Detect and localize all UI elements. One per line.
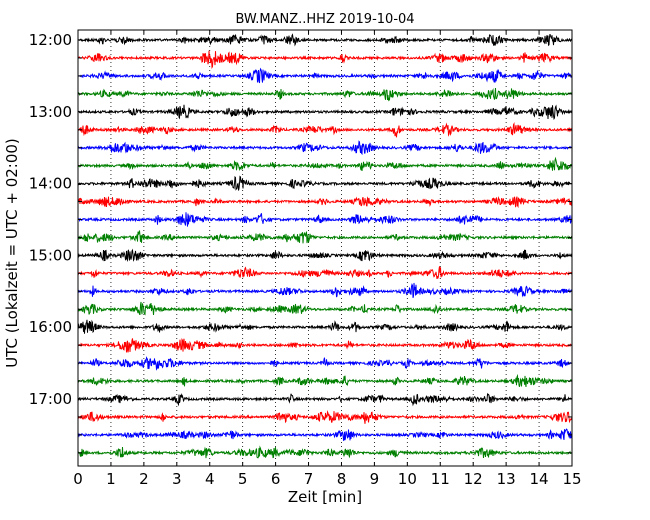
seismogram-trace: [77, 140, 573, 156]
x-tick-label: 0: [73, 470, 83, 488]
seismogram-trace: [77, 196, 573, 209]
seismogram-trace: [77, 356, 573, 371]
y-tick-label: 16:00: [29, 318, 72, 336]
seismogram-trace: [77, 445, 573, 459]
seismogram-trace: [77, 87, 573, 102]
seismogram-trace: [77, 67, 573, 84]
seismogram-trace: [77, 175, 573, 191]
seismogram-trace: [77, 409, 573, 424]
seismogram-trace: [77, 122, 573, 138]
x-tick-label: 5: [238, 470, 248, 488]
chart-title: BW.MANZ..HHZ 2019-10-04: [235, 12, 415, 27]
x-tick-label: 7: [304, 470, 314, 488]
seismogram-trace: [77, 212, 573, 227]
seismogram-trace: [77, 373, 573, 388]
x-tick-label: 12: [464, 470, 483, 488]
y-axis: 12:00 13:00 14:00 15:00 16:00 17:00: [29, 31, 572, 454]
x-tick-label: 1: [106, 470, 116, 488]
x-tick-label: 14: [530, 470, 549, 488]
grid-lines: [110, 30, 540, 466]
seismogram-trace: [77, 104, 573, 121]
x-tick-label: 3: [172, 470, 182, 488]
y-tick-label: 12:00: [29, 31, 72, 49]
y-tick-label: 14:00: [29, 175, 72, 193]
seismogram-trace: [77, 156, 573, 172]
x-tick-label: 8: [337, 470, 347, 488]
x-axis-label: Zeit [min]: [287, 488, 363, 506]
seismogram-trace: [77, 319, 573, 334]
seismogram-trace: [77, 266, 573, 280]
x-tick-label: 10: [398, 470, 417, 488]
y-tick-label: 17:00: [29, 390, 72, 408]
seismogram-trace: [77, 248, 573, 263]
plot-frame: [77, 29, 573, 467]
y-axis-label: UTC (Lokalzeit = UTC + 02:00): [3, 138, 21, 368]
seismogram-trace: [77, 33, 573, 47]
x-tick-label: 15: [562, 470, 581, 488]
seismogram-trace: [77, 428, 573, 442]
seismogram-trace: [77, 50, 573, 69]
seismogram-traces: [77, 33, 573, 459]
seismogram-trace: [77, 282, 573, 298]
x-axis: 0 1 2 3 4 5 6 7 8 9 10 11 12 13 14 15: [73, 30, 582, 488]
seismogram-trace: [77, 230, 573, 244]
seismogram-trace: [77, 392, 573, 407]
seismogram-trace: [77, 337, 573, 353]
x-tick-label: 9: [370, 470, 380, 488]
x-tick-label: 2: [139, 470, 149, 488]
x-tick-label: 4: [205, 470, 215, 488]
x-tick-label: 13: [497, 470, 516, 488]
y-tick-label: 15:00: [29, 246, 72, 264]
y-tick-label: 13:00: [29, 103, 72, 121]
x-tick-label: 11: [431, 470, 450, 488]
seismogram-trace: [77, 301, 573, 316]
x-tick-label: 6: [271, 470, 281, 488]
